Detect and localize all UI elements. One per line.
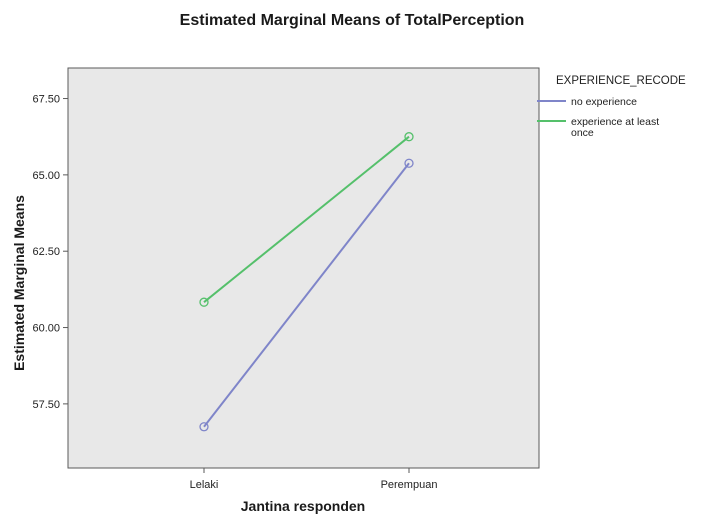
y-tick-label: 67.50: [32, 94, 60, 106]
y-tick-label: 62.50: [32, 246, 60, 258]
data-point: [199, 422, 209, 432]
data-point: [404, 158, 414, 168]
data-point: [404, 132, 414, 142]
series-line: [203, 135, 410, 303]
y-tick-label: 60.00: [32, 323, 60, 335]
y-axis-label: Estimated Marginal Means: [11, 195, 27, 371]
x-tick-label: Perempuan: [381, 479, 438, 491]
data-point: [199, 297, 209, 307]
series-points: [199, 132, 414, 432]
series-line: [203, 162, 410, 428]
y-axis: 57.50 60.00 62.50 65.00 67.50: [32, 94, 68, 411]
legend-title: EXPERIENCE_RECODE: [556, 75, 686, 87]
x-axis-label: Jantina responden: [241, 498, 365, 514]
series-lines: [203, 135, 410, 428]
x-axis: Lelaki Perempuan: [190, 468, 438, 491]
y-tick-label: 57.50: [32, 399, 60, 411]
legend-label: experience at least once: [571, 116, 659, 139]
y-tick-label: 65.00: [32, 170, 60, 182]
chart-title: Estimated Marginal Means of TotalPercept…: [180, 12, 525, 29]
legend: EXPERIENCE_RECODE no experience experienc…: [537, 75, 686, 139]
plot-area: [67, 67, 540, 469]
legend-label: no experience: [571, 96, 637, 108]
x-tick-label: Lelaki: [190, 479, 219, 491]
